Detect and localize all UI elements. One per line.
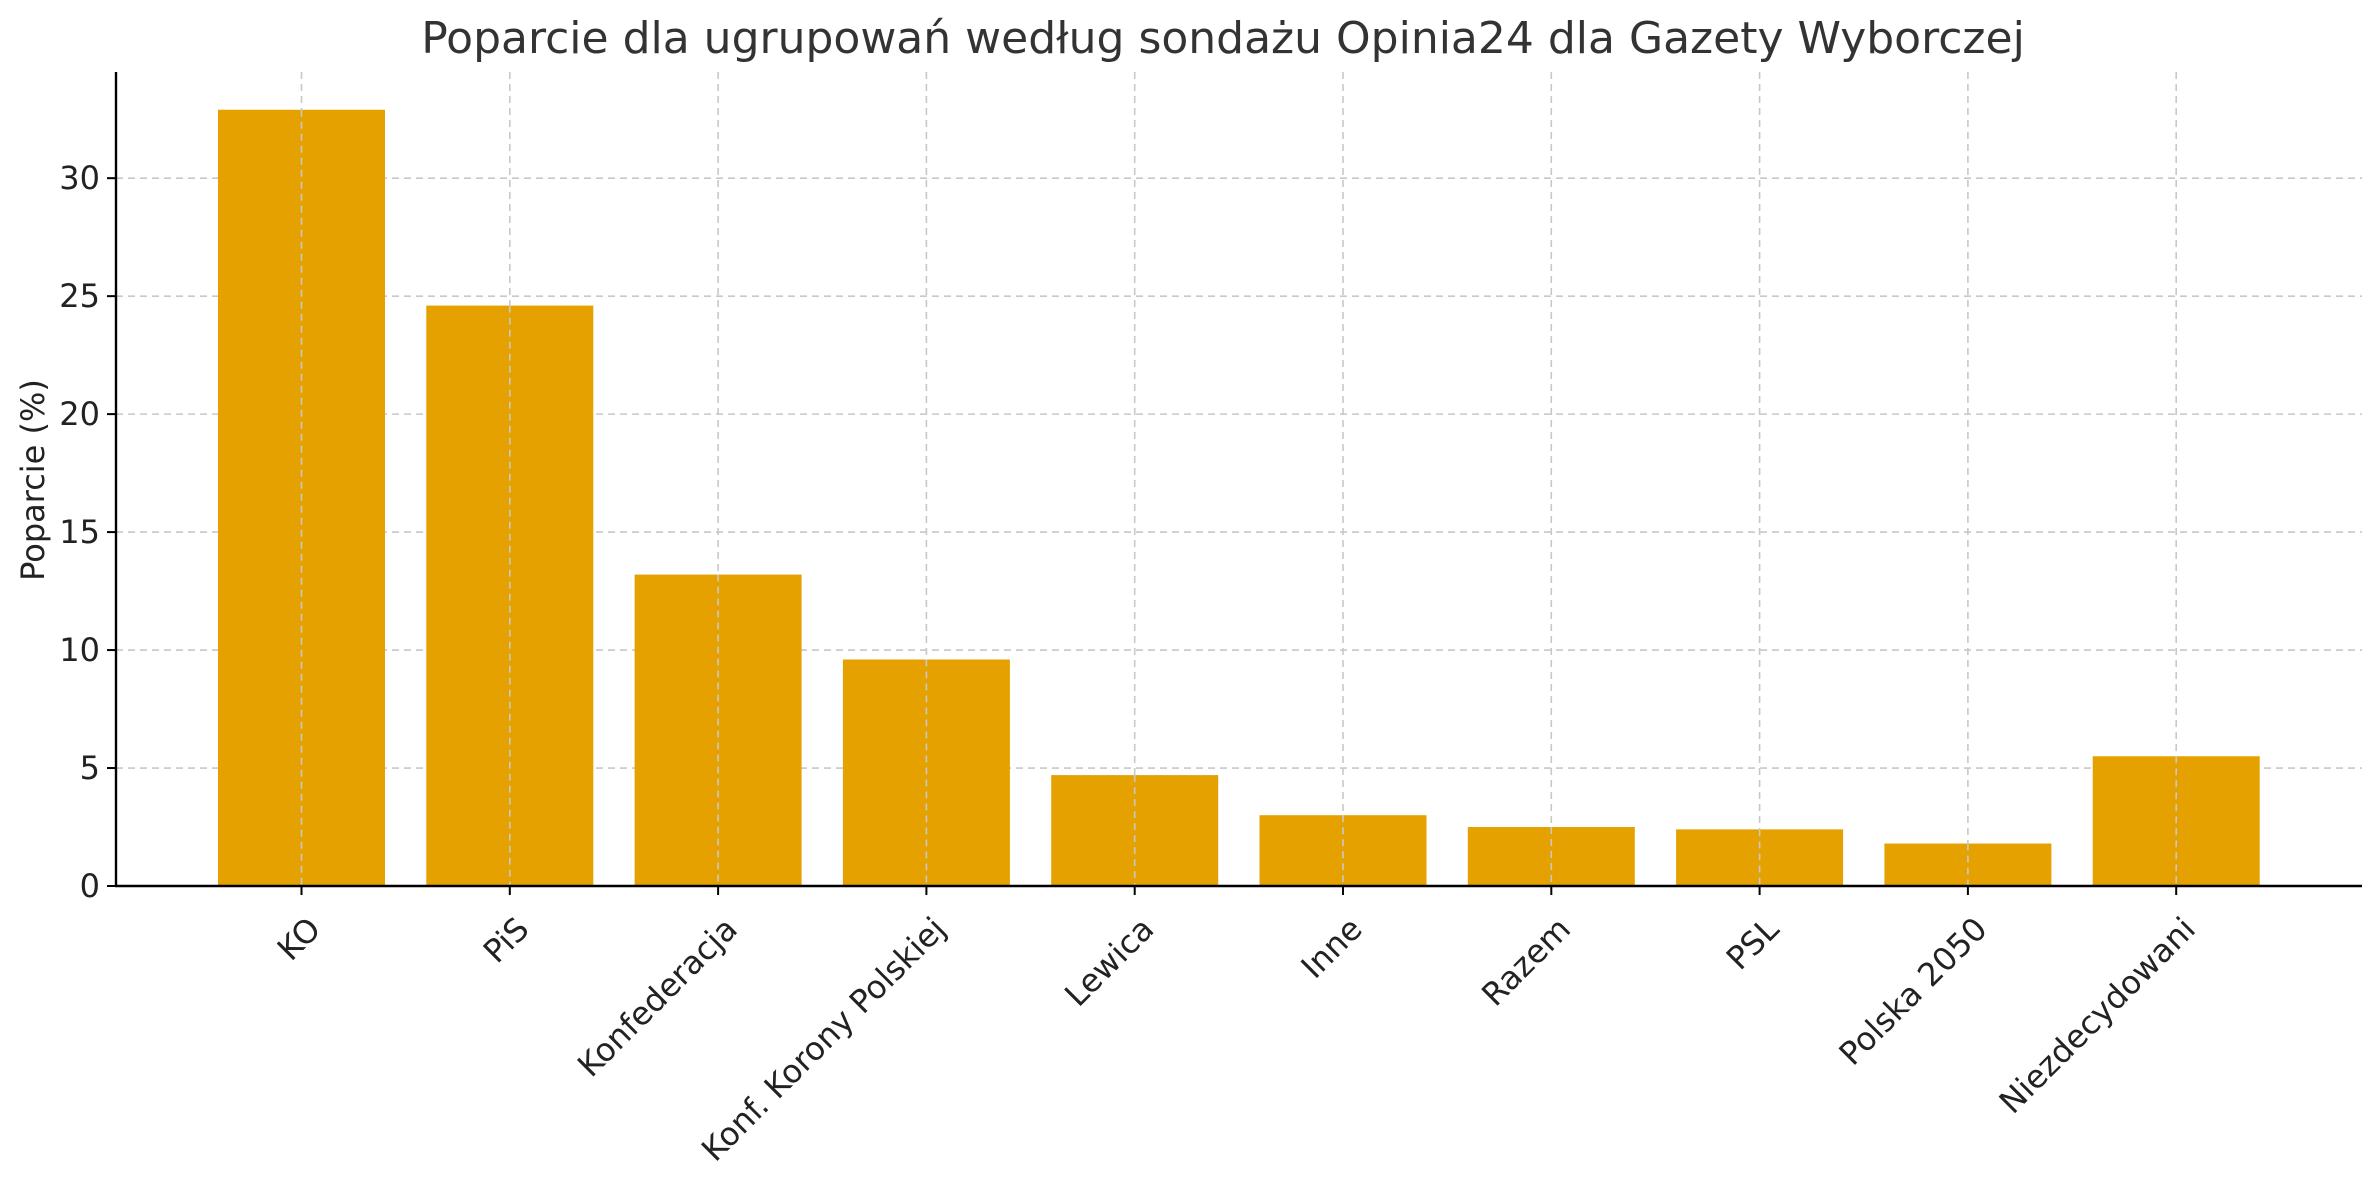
y-tick-label: 5 — [80, 749, 100, 787]
bar-polska-2050 — [1884, 843, 2052, 886]
y-tick-label: 15 — [59, 513, 100, 551]
y-tick-label: 30 — [59, 159, 100, 197]
bar-inne — [1259, 815, 1427, 886]
y-tick-label: 10 — [59, 631, 100, 669]
y-tick-label: 25 — [59, 277, 100, 315]
y-tick-label: 0 — [80, 867, 100, 905]
y-axis-label: Poparcie (%) — [14, 379, 52, 581]
chart-title: Poparcie dla ugrupowań według sondażu Op… — [421, 13, 2025, 64]
bars — [218, 109, 2260, 886]
axes — [114, 72, 2362, 888]
y-ticks: 0 5 10 15 20 25 30 — [59, 159, 116, 905]
y-tick-label: 20 — [59, 395, 100, 433]
